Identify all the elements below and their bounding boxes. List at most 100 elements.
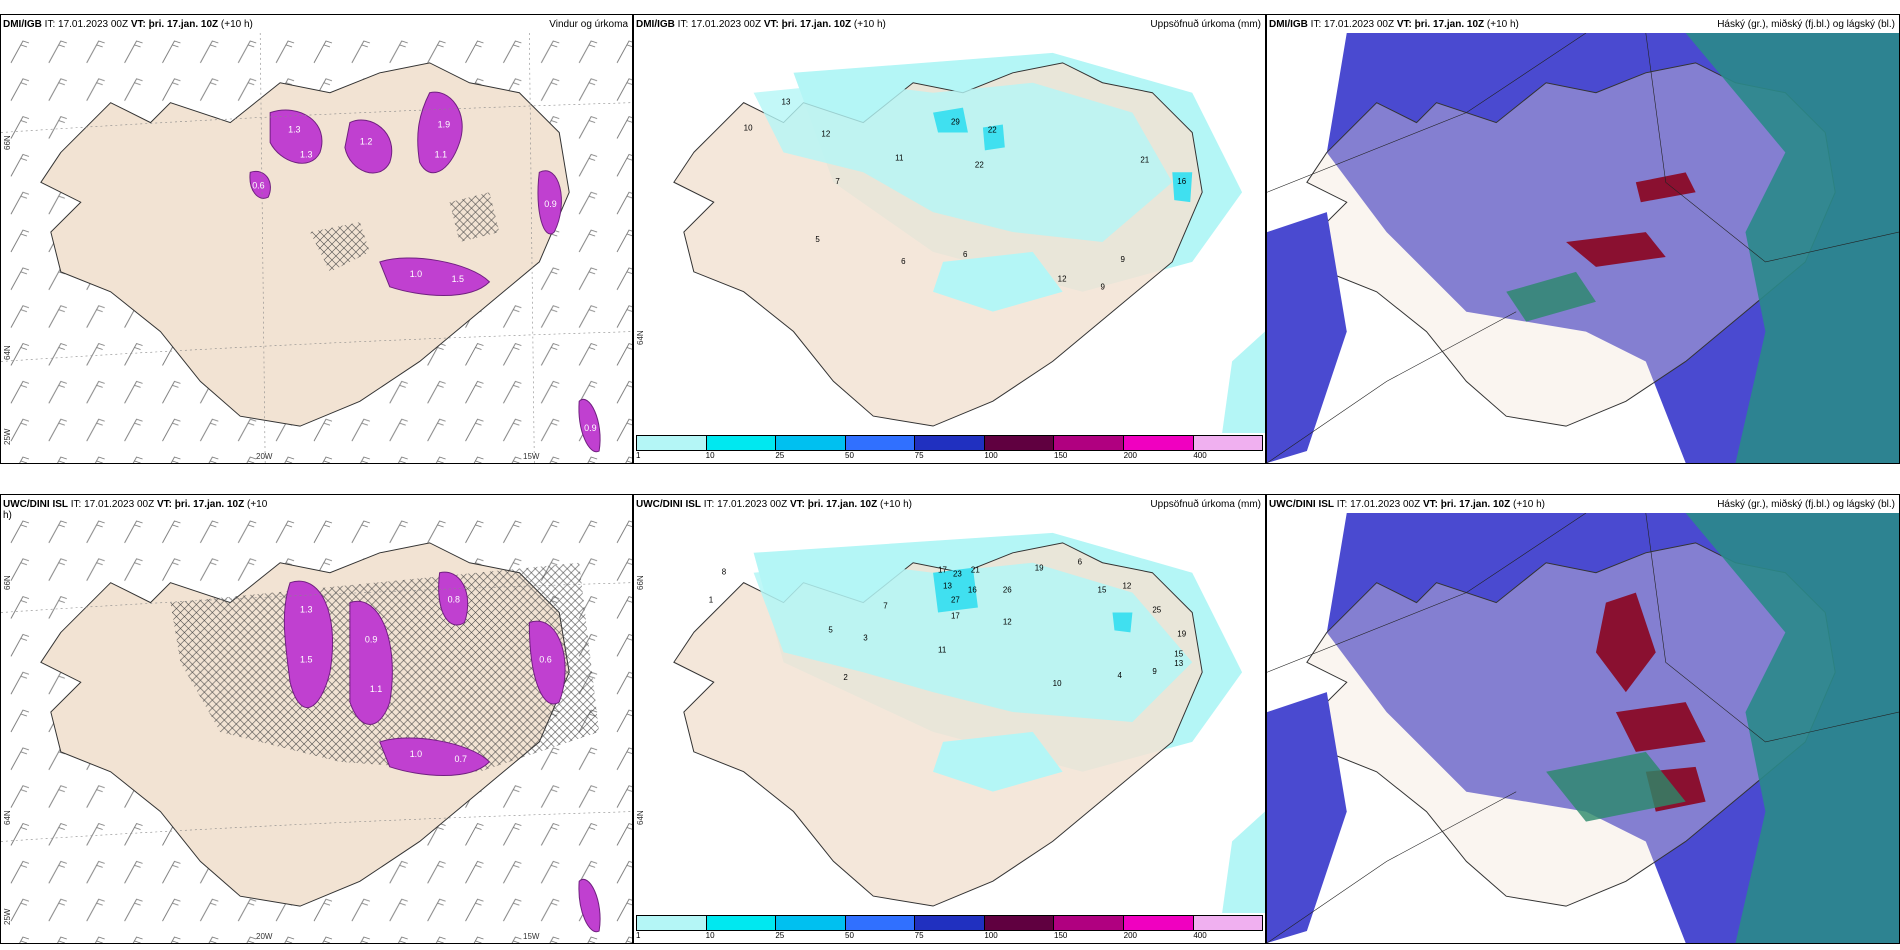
panel-title: Vindur og úrkoma [549, 19, 628, 30]
it-value: 17.01.2023 00Z [691, 19, 762, 30]
accum-value: 27 [951, 596, 960, 605]
it-label: IT: [70, 499, 82, 510]
legend-swatch [1193, 916, 1263, 930]
legend-tick-label: 1 [636, 931, 641, 940]
legend-tick-label: 75 [914, 451, 924, 460]
precip-label: 1.3 [300, 605, 312, 615]
accum-value: 19 [1035, 564, 1044, 573]
legend-swatch [1193, 436, 1263, 450]
accum-value: 10 [1053, 679, 1062, 688]
precip-label: 0.6 [252, 180, 264, 190]
vt-label: VT: þri. 17.jan. 10Z [789, 499, 878, 510]
panel-title: Háský (gr.), miðský (fj.bl.) og lágský (… [1717, 19, 1895, 30]
lat-label-64n: 64N [636, 330, 645, 345]
precip-label: 1.3 [300, 149, 312, 159]
legend-tick-label: 50 [845, 931, 854, 940]
panel-title: Háský (gr.), miðský (fj.bl.) og lágský (… [1717, 499, 1895, 510]
accum-value: 16 [968, 586, 977, 595]
it-label: IT: [703, 499, 715, 510]
lat-label-66n: 66N [3, 135, 12, 150]
lon-label-15w: 15W [523, 932, 540, 941]
accum-value: 22 [975, 160, 984, 169]
panel-header: DMI/IGB IT: 17.01.2023 00Z VT: þri. 17.j… [3, 18, 628, 32]
accum-value: 6 [963, 250, 968, 259]
legend-tick-label: 1 [636, 451, 641, 460]
lead-time: (+10 h) [1513, 499, 1545, 510]
accum-value: 6 [901, 257, 906, 266]
legend-tick-label: 25 [775, 451, 785, 460]
cloud-cover-map [1267, 513, 1899, 943]
legend-tick-label: 150 [1054, 931, 1068, 940]
accum-value: 7 [835, 177, 840, 186]
accum-value: 29 [951, 118, 960, 127]
vt-label: VT: þri. 17.jan. 10Z [156, 499, 245, 510]
panel-title: Uppsöfnuð úrkoma (mm) [1150, 499, 1261, 510]
legend-swatch [984, 916, 1055, 930]
lead-time: (+10 [247, 499, 268, 510]
it-label: IT: [1336, 499, 1348, 510]
precip-label: 0.9 [584, 423, 596, 433]
vt-label: VT: þri. 17.jan. 10Z [763, 19, 852, 30]
accum-value: 11 [938, 645, 947, 654]
accumulated-precip-map: 17 23 21 16 19 6 15 12 13 27 17 26 25 19… [634, 513, 1265, 913]
legend-swatch [776, 916, 846, 930]
accum-value: 1 [709, 596, 714, 605]
legend-tick-label: 200 [1123, 451, 1138, 460]
accum-value: 12 [1122, 582, 1131, 591]
legend-swatch [637, 916, 707, 930]
precip-label: 0.9 [365, 634, 377, 644]
lat-label-25w: 25W [3, 908, 12, 925]
precip-label: 0.9 [544, 199, 556, 209]
legend-tick-label: 25 [775, 931, 785, 940]
accum-value: 17 [938, 566, 947, 575]
accum-value: 10 [744, 124, 753, 133]
vt-label: VT: þri. 17.jan. 10Z [1396, 19, 1485, 30]
wind-precip-map: 1.3 0.9 1.0 0.6 0.8 1.5 1.1 0.7 [1, 513, 632, 943]
accumulated-precip-map: 13 10 12 29 22 11 22 7 21 16 5 6 6 9 12 … [634, 33, 1265, 433]
legend-swatch [1054, 916, 1124, 930]
legend-swatch [1123, 436, 1194, 450]
lat-label-66n: 66N [3, 575, 12, 590]
panel-header: DMI/IGB IT: 17.01.2023 00Z VT: þri. 17.j… [636, 18, 1261, 32]
precip-label: 1.1 [370, 684, 382, 694]
legend-swatch [915, 436, 985, 450]
accum-value: 19 [1177, 629, 1186, 638]
model-name: UWC/DINI ISL [636, 499, 701, 510]
accum-value: 12 [1003, 617, 1012, 626]
accum-value: 12 [1058, 275, 1067, 284]
lat-label-64n: 64N [636, 810, 645, 825]
accum-value: 5 [815, 235, 820, 244]
accum-value: 17 [951, 611, 960, 620]
accum-value: 12 [821, 129, 830, 138]
panel-uwc-wind: UWC/DINI ISL IT: 17.01.2023 00Z VT: þri.… [0, 494, 633, 944]
it-label: IT: [1310, 19, 1322, 30]
panel-header: UWC/DINI ISL IT: 17.01.2023 00Z VT: þri.… [636, 498, 1261, 512]
it-value: 17.01.2023 00Z [84, 499, 155, 510]
vt-label: VT: þri. 17.jan. 10Z [130, 19, 219, 30]
accum-value: 2 [843, 673, 848, 682]
legend-swatch [706, 916, 777, 930]
legend-tick-label: 400 [1193, 931, 1207, 940]
model-name: UWC/DINI ISL [1269, 499, 1334, 510]
lat-label-64n: 64N [3, 345, 12, 360]
accum-value: 13 [1174, 659, 1183, 668]
lead-time: (+10 h) [1486, 19, 1519, 30]
legend-swatch [706, 436, 777, 450]
precip-legend: 1 10 25 50 75 100 150 200 400 [636, 435, 1263, 461]
accum-value: 21 [971, 566, 980, 575]
it-value: 17.01.2023 00Z [1350, 499, 1421, 510]
accum-value: 4 [1117, 671, 1122, 680]
legend-tick-label: 75 [914, 931, 924, 940]
panel-uwc-accum: UWC/DINI ISL IT: 17.01.2023 00Z VT: þri.… [633, 494, 1266, 944]
precip-label: 0.6 [539, 654, 551, 664]
accum-value: 16 [1177, 177, 1186, 186]
precip-label: 0.8 [448, 595, 460, 605]
lead-time: (+10 h) [220, 19, 253, 30]
accum-value: 15 [1098, 586, 1107, 595]
lon-label-20w: 20W [256, 932, 273, 941]
model-name: UWC/DINI ISL [3, 499, 68, 510]
precip-label: 1.1 [435, 149, 447, 159]
legend-tick-label: 150 [1054, 451, 1068, 460]
legend-swatch [845, 916, 916, 930]
legend-tick-label: 400 [1193, 451, 1207, 460]
